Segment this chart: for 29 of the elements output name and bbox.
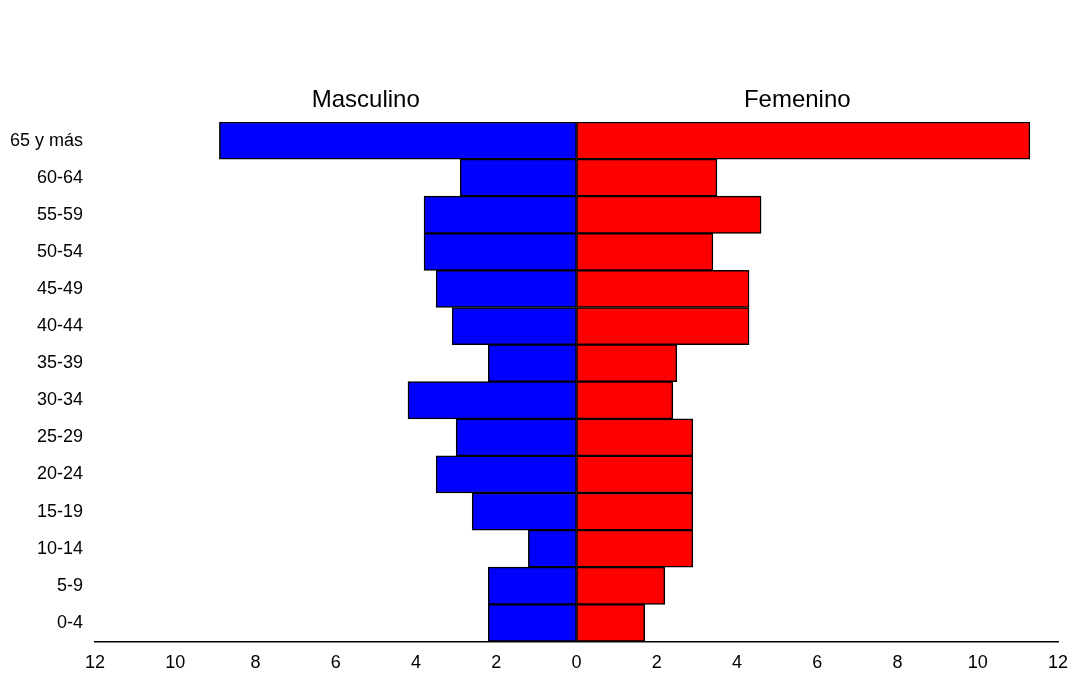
x-tick-label: 6	[812, 652, 823, 673]
y-tick-label: 25-29	[36, 426, 84, 447]
y-tick-label: 30-34	[36, 389, 84, 410]
x-tick-label: 2	[491, 652, 502, 673]
y-tick-label: 60-64	[36, 166, 84, 187]
x-tick-label: 12	[1047, 652, 1069, 673]
x-tick-label: 10	[165, 652, 186, 673]
y-tick-label: 10-14	[36, 537, 84, 558]
series-label: Femenino	[743, 84, 851, 112]
x-tick-label: 8	[250, 652, 261, 673]
series-label: Masculino	[311, 84, 420, 112]
y-tick-label: 5-9	[57, 574, 84, 595]
y-tick-label: 65 y más	[10, 129, 84, 150]
x-tick-label: 6	[330, 652, 341, 673]
x-tick-label: 4	[411, 652, 422, 673]
y-tick-label: 55-59	[36, 203, 84, 224]
y-tick-label: 40-44	[36, 315, 84, 336]
y-tick-label: 0-4	[57, 611, 84, 632]
y-tick-label: 45-49	[36, 277, 84, 298]
x-tick-label: 4	[732, 652, 743, 673]
y-tick-label: 50-54	[36, 240, 84, 261]
x-tick-label: 10	[967, 652, 988, 673]
x-tick-label: 12	[85, 652, 106, 673]
y-tick-label: 20-24	[36, 463, 84, 484]
y-tick-label: 15-19	[36, 500, 84, 521]
x-tick-label: 2	[651, 652, 662, 673]
y-tick-label: 35-39	[36, 352, 84, 373]
x-tick-label: 8	[892, 652, 903, 673]
x-tick-label: 0	[571, 652, 582, 673]
